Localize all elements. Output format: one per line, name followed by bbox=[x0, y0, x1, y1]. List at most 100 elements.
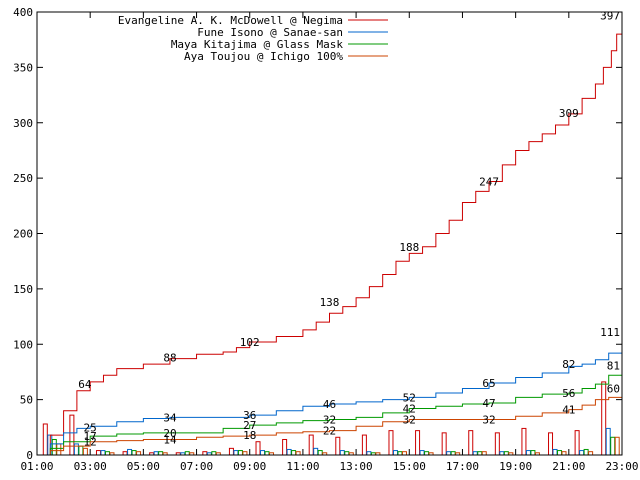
data-label: 88 bbox=[163, 352, 176, 365]
y-tick-label: 100 bbox=[13, 338, 33, 351]
data-label: 46 bbox=[323, 398, 336, 411]
data-label: 138 bbox=[320, 296, 340, 309]
x-tick-label: 05:00 bbox=[127, 460, 160, 473]
y-tick-label: 350 bbox=[13, 61, 33, 74]
hourly-bar bbox=[557, 450, 563, 456]
data-label: 20 bbox=[163, 427, 176, 440]
hourly-bar bbox=[605, 427, 611, 456]
x-tick-label: 23:00 bbox=[605, 460, 638, 473]
data-label: 17 bbox=[84, 430, 97, 443]
data-label: 102 bbox=[240, 336, 260, 349]
y-tick-label: 200 bbox=[13, 228, 33, 241]
hourly-bar bbox=[69, 414, 75, 456]
hourly-bar bbox=[51, 438, 57, 456]
data-label: 12 bbox=[84, 436, 97, 449]
hourly-bar bbox=[335, 436, 341, 456]
x-tick-label: 13:00 bbox=[340, 460, 373, 473]
series-line bbox=[37, 15, 623, 456]
hourly-bar bbox=[260, 450, 266, 456]
y-tick-label: 300 bbox=[13, 117, 33, 130]
hourly-bar bbox=[614, 436, 620, 456]
data-label: 25 bbox=[84, 421, 97, 434]
x-tick-label: 21:00 bbox=[552, 460, 585, 473]
hourly-bar bbox=[286, 448, 292, 456]
y-axis: 0 50 100 150 200 250 300 350 400 bbox=[13, 6, 622, 462]
x-tick-label: 19:00 bbox=[499, 460, 532, 473]
data-label: 188 bbox=[399, 241, 419, 254]
y-tick-label: 250 bbox=[13, 172, 33, 185]
data-label: 247 bbox=[479, 175, 499, 188]
data-label: 60 bbox=[607, 383, 620, 396]
data-label: 65 bbox=[482, 377, 495, 390]
hourly-bar bbox=[601, 381, 607, 456]
hourly-bar bbox=[233, 450, 239, 456]
data-label: 32 bbox=[482, 414, 495, 427]
hourly-bar bbox=[441, 432, 447, 456]
data-label: 47 bbox=[482, 397, 495, 410]
hourly-bar bbox=[530, 450, 536, 456]
data-label: 22 bbox=[323, 425, 336, 438]
hourly-bar bbox=[548, 432, 554, 456]
hourly-bar bbox=[42, 423, 48, 456]
hourly-bar bbox=[574, 430, 580, 456]
y-tick-label: 150 bbox=[13, 283, 33, 296]
hourly-bar bbox=[291, 450, 297, 456]
hourly-bar bbox=[282, 438, 288, 456]
legend-label: Aya Toujou @ Ichigo 100% bbox=[184, 50, 343, 63]
x-tick-label: 15:00 bbox=[393, 460, 426, 473]
hourly-bar bbox=[100, 450, 106, 456]
legend-label: Maya Kitajima @ Glass Mask bbox=[171, 38, 344, 51]
hourly-bar bbox=[73, 443, 79, 456]
data-label: 52 bbox=[403, 391, 416, 404]
hourly-bar bbox=[339, 450, 345, 456]
y-tick-label: 400 bbox=[13, 6, 33, 19]
data-label: 81 bbox=[607, 359, 620, 372]
x-axis: 01:00 03:00 05:00 07:00 09:00 11:00 13:00 15:00… bbox=[20, 12, 639, 473]
hourly-bar bbox=[78, 445, 84, 456]
hourly-bar bbox=[610, 436, 616, 456]
hourly-bar bbox=[361, 434, 367, 456]
hourly-bar bbox=[131, 450, 137, 456]
data-label: 34 bbox=[163, 411, 177, 424]
data-label: 41 bbox=[562, 404, 575, 417]
hourly-bar bbox=[82, 447, 88, 456]
data-label: 32 bbox=[323, 414, 336, 427]
x-tick-label: 07:00 bbox=[180, 460, 213, 473]
hourly-bar bbox=[525, 450, 531, 456]
hourly-bar bbox=[392, 450, 398, 456]
legend-label: Fune Isono @ Sanae-san bbox=[197, 26, 343, 39]
data-label: 111 bbox=[600, 326, 620, 339]
hourly-bar bbox=[468, 430, 474, 456]
hourly-bar bbox=[255, 441, 261, 456]
hourly-bar bbox=[419, 450, 425, 456]
hourly-bar bbox=[308, 434, 314, 456]
x-tick-label: 01:00 bbox=[20, 460, 53, 473]
data-label: 36 bbox=[243, 409, 256, 422]
hourly-bar bbox=[494, 432, 500, 456]
hourly-bar bbox=[95, 450, 101, 456]
y-tick-label: 50 bbox=[20, 394, 33, 407]
hourly-bar bbox=[388, 430, 394, 456]
data-label: 56 bbox=[562, 387, 575, 400]
series-line bbox=[37, 368, 623, 456]
hourly-bar bbox=[579, 450, 585, 456]
hourly-bar bbox=[127, 448, 133, 456]
hourly-bar bbox=[552, 448, 558, 456]
x-tick-label: 03:00 bbox=[74, 460, 107, 473]
legend-label: Evangeline A. K. McDowell @ Negima bbox=[118, 14, 343, 27]
hourly-bar bbox=[56, 443, 62, 456]
hourly-bar bbox=[317, 450, 323, 456]
series-lines bbox=[37, 15, 623, 456]
data-label: 18 bbox=[243, 429, 256, 442]
hourly-bar bbox=[583, 448, 589, 456]
x-tick-label: 11:00 bbox=[286, 460, 319, 473]
data-label: 397 bbox=[600, 9, 620, 22]
data-labels: 64 88 102 138 188 247 309 397 25 34 36 46 52 65 82 111 1… bbox=[78, 9, 620, 448]
x-tick-label: 17:00 bbox=[446, 460, 479, 473]
hourly-bar bbox=[228, 447, 234, 456]
data-label: 14 bbox=[163, 433, 177, 446]
data-label: 32 bbox=[403, 414, 416, 427]
hourly-bar bbox=[237, 450, 243, 456]
